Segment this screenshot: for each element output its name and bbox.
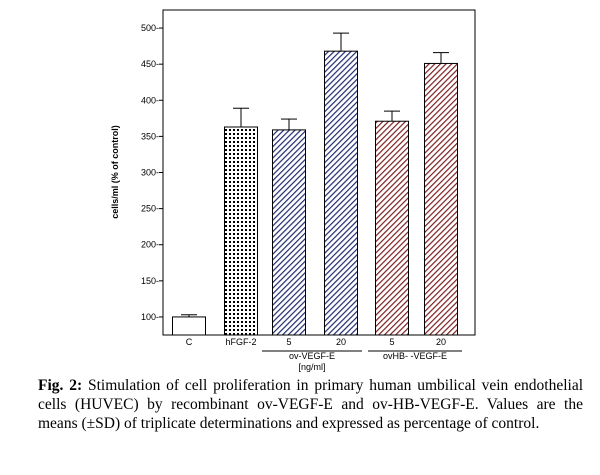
y-tick-label-300: 300- [141,168,159,178]
figure-caption: Fig. 2: Stimulation of cell proliferatio… [38,376,583,433]
bar-4 [375,120,409,336]
bar-0 [172,316,206,336]
x-tick-label-3: 20 [336,337,346,347]
group-ov-vegf-e: ov-VEGF-E [ng/ml] [262,350,362,372]
x-tick-label-4: 5 [389,337,394,347]
bar-1 [224,126,258,336]
group-unit-label: [ng/ml] [298,362,325,372]
caption-prefix: Fig. 2: [38,377,83,394]
bar-3 [324,50,358,336]
y-tick-label-250: 250- [141,204,159,214]
y-tick-label-150: 150- [141,276,159,286]
y-tick-label-500: 500- [141,23,159,33]
y-axis-label: cells/ml (% of control) [110,125,120,219]
y-tick-label-350: 350- [141,131,159,141]
bars [172,50,458,336]
x-tick-label-5: 20 [436,337,446,347]
y-tick-label-450: 450- [141,59,159,69]
group-label-ovhb-vegf-e: ovHB- -VEGF-E [383,351,447,361]
x-tick-label-2: 5 [286,337,291,347]
group-ovhb-vegf-e: ovHB- -VEGF-E [368,350,462,361]
x-tick-label-0: C [186,337,193,347]
bar-2 [272,129,306,336]
error-bars [181,32,449,317]
group-label-ov-vegf-e: ov-VEGF-E [289,351,335,361]
bar-5 [424,62,458,336]
y-tick-label-400: 400- [141,95,159,105]
chart: 100- 150- 200- 250- 300- 350- 400- 450- 500- cel… [110,9,476,372]
y-tick-label-200: 200- [141,240,159,250]
y-axis: 100- 150- 200- 250- 300- 350- 400- 450- 500- [141,23,163,322]
x-tick-label-1: hFGF-2 [225,337,256,347]
y-tick-label-100: 100- [141,312,159,322]
caption-text: Stimulation of cell proliferation in pri… [38,377,584,432]
